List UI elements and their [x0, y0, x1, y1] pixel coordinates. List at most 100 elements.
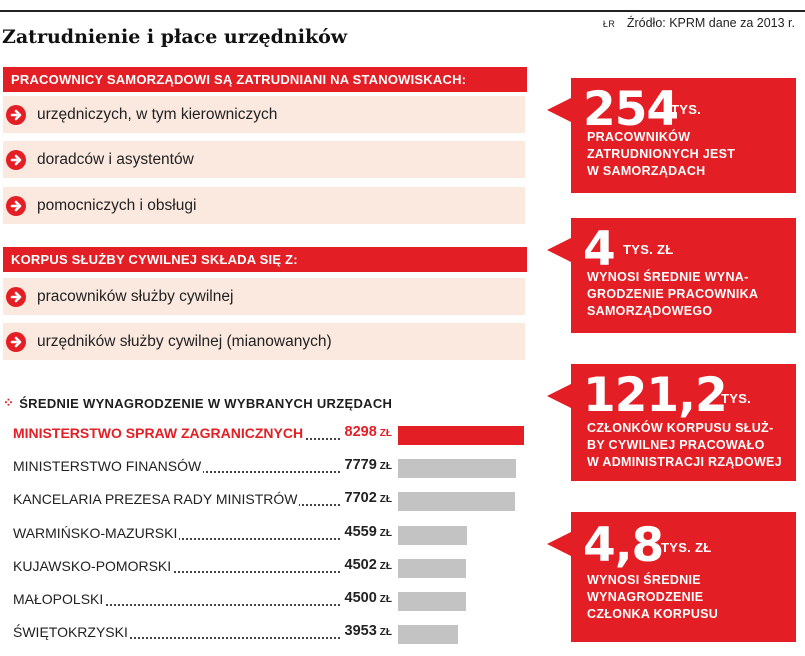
bar-value-number: 8298 [344, 424, 377, 440]
bar-value-label: 4500 ZŁ [341, 590, 392, 606]
bar-row: KANCELARIA PREZESA RADY MINISTRÓW 7702 ZŁ [0, 489, 530, 512]
top-rule [0, 10, 805, 12]
sparkle-icon: ⁘ [3, 395, 15, 410]
stat-unit: TYS. [671, 102, 702, 117]
bar-value-label: 8298 ZŁ [341, 424, 392, 440]
arrow-right-icon [6, 195, 26, 216]
stat-description: WYNOSI ŚREDNIE WYNAGRODZENIE CZŁONKA KOR… [587, 572, 786, 623]
stat-number: 254 [583, 82, 679, 137]
stat-desc-line: BY CYWILNEJ PRACOWAŁO [587, 438, 765, 452]
bar-value-number: 7779 [344, 457, 377, 474]
stat-number: 4,8 [583, 518, 664, 573]
bar-value-unit: ZŁ [379, 627, 392, 639]
bar-value-label: 7779 ZŁ [341, 457, 392, 474]
list-item-label: urzędniczych, w tym kierowniczych [37, 105, 278, 123]
stat-desc-line: SAMORZĄDOWEGO [587, 304, 713, 318]
list-item-label: pomocniczych i obsługi [37, 196, 197, 214]
stat-desc-line: WYNAGRODZENIE [587, 590, 704, 604]
bar-value-label: 3953 ZŁ [341, 623, 392, 640]
bar-value-unit: ZŁ [379, 594, 392, 605]
list-item: pomocniczych i obsługi [3, 187, 525, 224]
bar [398, 426, 524, 445]
bar-value-number: 3953 [344, 623, 377, 640]
bar-category-label: MAŁOPOLSKI [13, 591, 106, 607]
bar-value-unit: ZŁ [379, 494, 392, 506]
card-pointer [547, 238, 571, 262]
section1-heading: PRACOWNICY SAMORZĄDOWI SĄ ZATRUDNIANI NA… [3, 67, 527, 92]
stat-number: 4 [583, 222, 616, 277]
bar-row: KUJAWSKO-POMORSKI 4502 ZŁ [0, 556, 530, 578]
stat-description: PRACOWNIKÓW ZATRUDNIONYCH JEST W SAMORZĄ… [587, 129, 786, 180]
stat-unit: TYS. [721, 391, 752, 406]
list-item-label: pracowników służby cywilnej [37, 287, 234, 305]
stat-desc-line: WYNOSI ŚREDNIE [587, 573, 701, 587]
page-title: Zatrudnienie i płace urzędników [2, 26, 348, 48]
leader-dots [13, 537, 352, 540]
stat-unit: TYS. ZŁ [661, 540, 712, 555]
bar-row: MINISTERSTWO SPRAW ZAGRANICZNYCH 8298 ZŁ [0, 423, 530, 445]
bar-category-label: WARMIŃSKO-MAZURSKI [13, 524, 180, 541]
bar-value-label: 4559 ZŁ [341, 523, 392, 540]
card-pointer [547, 532, 571, 556]
stat-unit: TYS. ZŁ [623, 242, 674, 257]
arrow-right-icon [6, 331, 26, 352]
source-note: ŁR Źródło: KPRM dane za 2013 r. [603, 16, 795, 30]
bar-value-number: 4559 [344, 523, 377, 540]
section2-heading: KORPUS SŁUŻBY CYWILNEJ SKŁADA SIĘ Z: [3, 247, 527, 272]
leader-dots [13, 637, 352, 640]
arrow-right-icon [6, 149, 26, 170]
stat-desc-line: WYNOSI ŚREDNIE WYNA- [587, 270, 749, 284]
bar-row: WARMIŃSKO-MAZURSKI 4559 ZŁ [0, 523, 530, 545]
list-item-label: urzędników służby cywilnej (mianowanych) [37, 332, 332, 350]
list-item: doradców i asystentów [3, 141, 525, 178]
bar-row: ŚWIĘTOKRZYSKI 3953 ZŁ [0, 622, 530, 645]
stat-desc-line: PRACOWNIKÓW [587, 130, 691, 144]
stat-card: 4 TYS. ZŁ WYNOSI ŚREDNIE WYNA- GRODZENIE… [547, 218, 796, 333]
stat-card: 254 TYS. PRACOWNIKÓW ZATRUDNIONYCH JEST … [547, 78, 796, 193]
stat-desc-line: GRODZENIE PRACOWNIKA [587, 287, 759, 301]
bar-category-label: MINISTERSTWO SPRAW ZAGRANICZNYCH [13, 425, 306, 441]
chart-title: ⁘ ŚREDNIE WYNAGRODZENIE W WYBRANYCH URZĘ… [3, 395, 392, 411]
stat-number: 121,2 [583, 368, 728, 423]
stat-description: WYNOSI ŚREDNIE WYNA- GRODZENIE PRACOWNIK… [587, 269, 786, 320]
leader-dots [13, 570, 352, 573]
bar-value-number: 4500 [344, 590, 377, 606]
bar [398, 558, 467, 578]
bar [398, 459, 517, 479]
bar-category-label: KANCELARIA PREZESA RADY MINISTRÓW [13, 491, 300, 508]
bar-value-number: 4502 [344, 556, 377, 573]
bar-value-unit: ZŁ [379, 527, 392, 539]
source-badge: ŁR [602, 19, 616, 29]
bar-value-unit: ZŁ [379, 560, 392, 572]
bar-value-label: 7702 ZŁ [341, 490, 392, 507]
arrow-right-icon [6, 104, 26, 125]
stat-desc-line: ZATRUDNIONYCH JEST [587, 147, 736, 161]
bar-value-number: 7702 [344, 490, 377, 507]
bar-category-label: MINISTERSTWO FINANSÓW [13, 458, 204, 475]
stat-card: 4,8 TYS. ZŁ WYNOSI ŚREDNIE WYNAGRODZENIE… [547, 512, 796, 642]
bar-row: MAŁOPOLSKI 4500 ZŁ [0, 589, 530, 611]
leader-dots [13, 604, 352, 606]
bar-value-unit: ZŁ [379, 461, 392, 473]
source-text: Źródło: KPRM dane za 2013 r. [626, 16, 795, 30]
bar-category-label: KUJAWSKO-POMORSKI [13, 557, 174, 574]
stat-desc-line: CZŁONKÓW KORPUSU SŁUŻ- [587, 421, 774, 435]
bar [398, 592, 467, 611]
card-pointer [547, 98, 571, 122]
bar-row: MINISTERSTWO FINANSÓW 7779 ZŁ [0, 456, 530, 479]
arrow-right-icon [6, 286, 26, 307]
bar-value-label: 4502 ZŁ [341, 556, 392, 573]
bar-value-unit: ZŁ [379, 428, 392, 439]
list-item: urzędniczych, w tym kierowniczych [3, 96, 525, 133]
bar [398, 525, 468, 545]
stat-description: CZŁONKÓW KORPUSU SŁUŻ- BY CYWILNEJ PRACO… [587, 420, 786, 471]
bar-category-label: ŚWIĘTOKRZYSKI [13, 624, 130, 641]
list-item: pracowników służby cywilnej [3, 278, 525, 315]
stat-desc-line: CZŁONKA KORPUSU [587, 607, 719, 621]
list-item: urzędników służby cywilnej (mianowanych) [3, 323, 525, 360]
chart-title-text: ŚREDNIE WYNAGRODZENIE W WYBRANYCH URZĘDA… [19, 395, 393, 411]
bar [398, 625, 459, 645]
card-pointer [547, 384, 571, 408]
bar [398, 492, 515, 512]
list-item-label: doradców i asystentów [37, 150, 194, 168]
